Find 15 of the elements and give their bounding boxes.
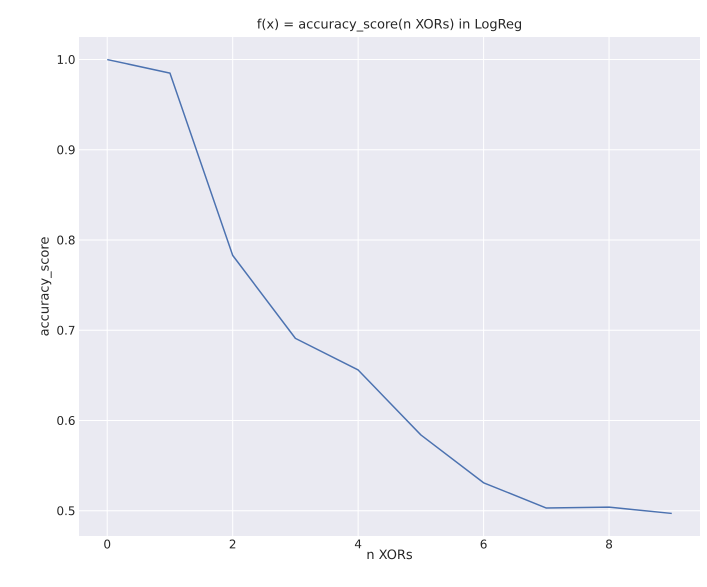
x-tick-label: 0 (104, 540, 110, 549)
line-series (106, 58, 673, 514)
x-tick-label: 2 (230, 540, 236, 548)
y-tick-label: 1.0 (58, 55, 75, 64)
x-tick-label: 8 (606, 540, 612, 549)
chart-title: f(x) = accuracy_score(n XORs) in LogReg (257, 18, 522, 32)
x-tick-label: 4 (354, 540, 362, 548)
x-axis-title: n XORs (368, 549, 412, 560)
y-tick-label: 0.9 (57, 145, 75, 154)
x-tick-label: 6 (480, 540, 487, 549)
y-axis-title: accuracy_score (41, 237, 52, 336)
y-tick-label: 0.6 (57, 416, 75, 426)
y-tick-label: 0.8 (57, 236, 75, 245)
y-tick-label: 0.7 (57, 326, 74, 335)
y-tick-label: 0.5 (57, 506, 74, 516)
